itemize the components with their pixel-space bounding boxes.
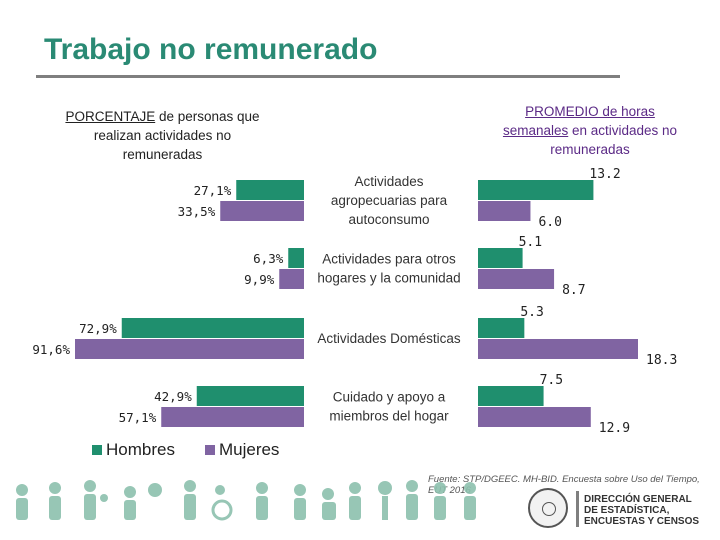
right-chart-caption: PROMEDIO de horas semanales en actividad… <box>495 102 685 159</box>
category-label-3-line-1: miembros del hogar <box>329 409 449 424</box>
person-icon <box>464 482 476 520</box>
legend: Hombres Mujeres <box>92 440 279 460</box>
plant-icon <box>378 481 392 520</box>
category-label-3-line-0: Cuidado y apoyo a <box>333 390 446 405</box>
family-icon <box>84 480 108 520</box>
pct-label-mujeres-3: 57,1% <box>119 410 157 425</box>
org-line-2: DE ESTADÍSTICA, <box>584 505 670 516</box>
wheelchair-icon <box>211 485 233 521</box>
page-title: Trabajo no remunerado <box>44 33 378 66</box>
category-label-0-line-0: Actividades <box>354 174 423 189</box>
pct-bar-mujeres-1 <box>279 269 304 289</box>
hours-label-hombres-1: 5.1 <box>519 235 542 250</box>
pct-bar-mujeres-3 <box>161 407 304 427</box>
pct-label-hombres-0: 27,1% <box>194 183 232 198</box>
hours-bar-hombres-1 <box>478 248 523 268</box>
pct-label-mujeres-0: 33,5% <box>178 204 216 219</box>
source-note: Fuente: STP/DGEEC. MH-BID. Encuesta sobr… <box>428 474 700 496</box>
pct-label-hombres-3: 42,9% <box>154 389 192 404</box>
hours-bar-hombres-3 <box>478 386 544 406</box>
hours-label-hombres-2: 5.3 <box>520 305 543 320</box>
ironing-icon <box>124 486 136 520</box>
hours-label-mujeres-1: 8.7 <box>562 283 585 298</box>
hours-label-mujeres-2: 18.3 <box>646 353 677 368</box>
hours-label-mujeres-0: 6.0 <box>538 215 561 230</box>
pct-label-mujeres-2: 91,6% <box>32 342 70 357</box>
childcare-icon <box>256 482 268 520</box>
category-label-1-line-0: Actividades para otros <box>322 252 456 267</box>
pct-label-mujeres-1: 9,9% <box>244 272 275 287</box>
org-line-1: DIRECCIÓN GENERAL <box>584 494 692 505</box>
legend-swatch-mujeres <box>204 445 215 455</box>
elderly-care-icon <box>184 480 196 520</box>
left-caption-text: de personas que realizan actividades no … <box>93 109 260 162</box>
legend-item-mujeres: Mujeres <box>204 440 280 460</box>
worker-icon <box>434 482 446 520</box>
cooking-icon <box>294 484 306 520</box>
farmer-icon <box>16 484 28 520</box>
title-divider <box>36 75 620 78</box>
pct-bar-hombres-3 <box>196 386 304 406</box>
category-label-0-line-2: autoconsumo <box>348 212 429 227</box>
hours-bar-mujeres-2 <box>478 339 638 359</box>
chef-icon <box>406 480 418 520</box>
shopping-icon <box>349 482 361 520</box>
category-label-0-line-1: agropecuarias para <box>331 193 448 208</box>
hours-bar-mujeres-0 <box>478 201 531 221</box>
hours-bar-hombres-0 <box>478 180 594 200</box>
activity-pictograms <box>16 480 476 521</box>
pct-label-hombres-2: 72,9% <box>79 321 117 336</box>
category-label-1-line-1: hogares y la comunidad <box>317 271 460 286</box>
pct-bar-mujeres-2 <box>75 339 304 359</box>
right-caption-keyword: PROMEDIO de horas semanales <box>502 104 655 138</box>
pct-bar-mujeres-0 <box>220 201 304 221</box>
pct-bar-hombres-2 <box>121 318 304 338</box>
left-caption-keyword: PORCENTAJE <box>65 109 156 124</box>
legend-swatch-hombres <box>92 445 102 455</box>
laundry-icon <box>322 488 336 520</box>
pct-bar-hombres-0 <box>236 180 304 200</box>
hours-label-mujeres-3: 12.9 <box>599 421 630 436</box>
right-caption-text: en actividades no remuneradas <box>550 123 678 157</box>
legend-label-hombres: Hombres <box>106 440 175 459</box>
hours-bar-hombres-2 <box>478 318 525 338</box>
government-seal-icon <box>528 488 568 528</box>
sports-icon <box>148 483 162 497</box>
hours-label-hombres-3: 7.5 <box>540 373 563 388</box>
pct-label-hombres-1: 6,3% <box>253 251 284 266</box>
left-chart-caption: PORCENTAJE de personas que realizan acti… <box>55 107 270 164</box>
hours-label-hombres-0: 13.2 <box>589 167 620 182</box>
org-name: DIRECCIÓN GENERAL DE ESTADÍSTICA, ENCUES… <box>584 494 699 527</box>
hours-bar-mujeres-1 <box>478 269 555 289</box>
category-label-2-line-0: Actividades Domésticas <box>317 331 461 346</box>
legend-label-mujeres: Mujeres <box>218 440 280 459</box>
pct-bar-hombres-1 <box>288 248 304 268</box>
org-divider <box>576 491 579 527</box>
org-line-3: ENCUESTAS Y CENSOS <box>584 516 700 527</box>
legend-item-hombres: Hombres <box>92 440 175 460</box>
hours-bar-mujeres-3 <box>478 407 591 427</box>
cleaning-icon <box>49 482 61 520</box>
